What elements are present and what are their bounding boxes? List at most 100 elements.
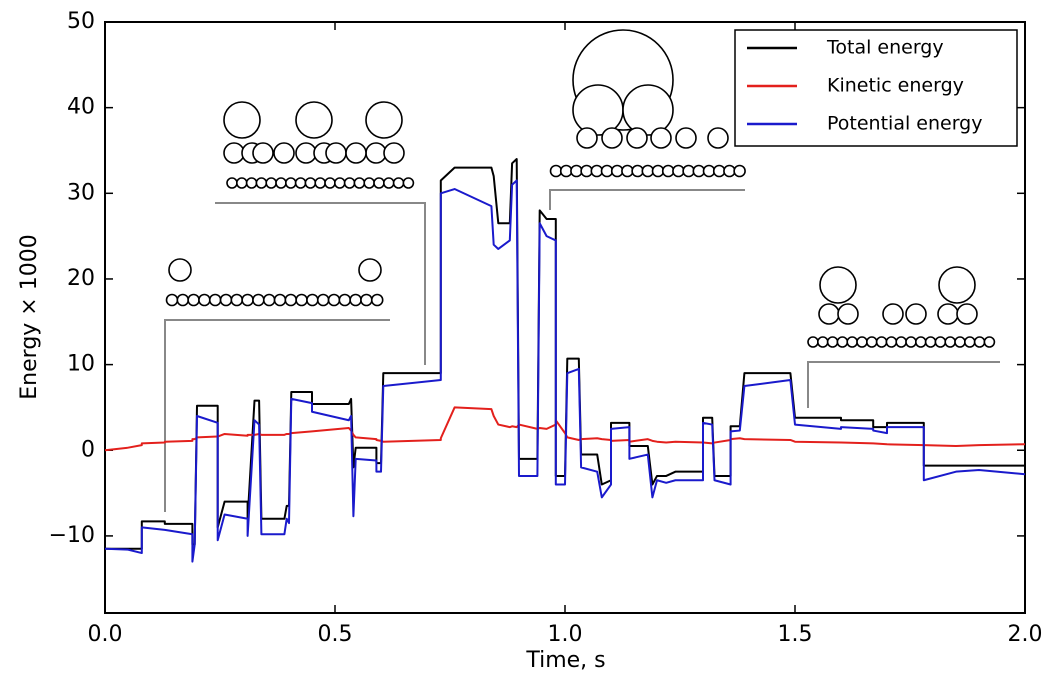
particle <box>816 336 829 348</box>
y-tick-label: 20 <box>67 266 95 291</box>
particle <box>230 293 244 307</box>
particle <box>905 336 917 348</box>
particle <box>324 177 336 189</box>
annotation-line <box>164 319 390 512</box>
particle <box>176 293 190 307</box>
annotation-lines <box>164 189 1000 512</box>
particle <box>284 177 297 189</box>
particle <box>219 293 233 307</box>
x-tick-label: 2.0 <box>1008 622 1043 647</box>
particle <box>651 164 665 178</box>
particle <box>572 84 624 136</box>
particle <box>236 177 248 189</box>
y-tick-label: 40 <box>67 95 95 120</box>
particle <box>819 266 857 304</box>
particle <box>325 142 347 164</box>
particle <box>338 293 352 307</box>
particle <box>707 127 729 149</box>
particle <box>382 177 395 189</box>
particle <box>641 164 655 178</box>
particle <box>316 293 330 307</box>
particle <box>622 84 674 136</box>
legend-label: Kinetic energy <box>827 75 964 97</box>
particle <box>938 266 976 304</box>
particle <box>208 293 222 307</box>
y-axis-title: Energy × 1000 <box>17 234 42 399</box>
particle <box>402 177 415 189</box>
particle <box>895 336 908 348</box>
particle <box>934 336 947 348</box>
particle <box>304 177 317 189</box>
particle <box>223 142 245 164</box>
particle <box>826 336 839 348</box>
particle <box>856 336 868 348</box>
y-tick-label: 10 <box>67 352 95 377</box>
particle <box>370 293 384 307</box>
particle <box>360 293 373 307</box>
particle <box>570 164 583 178</box>
annotation-line <box>807 361 1000 408</box>
legend-label: Potential energy <box>827 113 982 135</box>
particle <box>343 177 356 189</box>
y-tick-label: 30 <box>67 180 95 205</box>
particle <box>168 258 192 282</box>
particle <box>275 177 287 189</box>
particle <box>273 293 287 307</box>
particle <box>252 293 265 307</box>
particle <box>672 164 685 178</box>
particle <box>373 177 385 189</box>
particle <box>846 336 859 348</box>
particle <box>885 336 898 348</box>
particle <box>353 177 366 189</box>
particle <box>956 303 978 325</box>
particle <box>262 293 276 307</box>
particle <box>576 127 598 149</box>
particle <box>241 293 254 307</box>
particle <box>610 164 624 178</box>
particle <box>284 293 298 307</box>
particle <box>601 127 623 149</box>
particle <box>590 164 604 178</box>
y-tick-label: −10 <box>49 523 95 548</box>
particle <box>327 293 341 307</box>
y-tick-label: 50 <box>67 9 95 34</box>
particle <box>294 177 307 189</box>
particle <box>865 336 878 348</box>
particle <box>255 177 268 189</box>
particle <box>198 293 211 307</box>
particle <box>937 303 959 325</box>
particle <box>733 164 746 178</box>
particle <box>245 177 258 189</box>
x-tick-label: 0.5 <box>318 622 353 647</box>
legend-box <box>734 29 1018 147</box>
particle <box>265 177 278 189</box>
illustrations <box>165 29 996 348</box>
y-tick-label: 0 <box>81 437 95 462</box>
legend-label: Total energy <box>826 37 944 59</box>
particle <box>345 142 367 164</box>
particle <box>252 142 274 164</box>
particle <box>702 164 716 178</box>
x-tick-label: 0.0 <box>88 622 123 647</box>
series-line <box>104 406 1026 452</box>
particle <box>392 177 405 189</box>
particle <box>358 258 382 282</box>
particle <box>682 164 695 178</box>
particle <box>600 164 614 178</box>
particle <box>295 101 333 139</box>
particle <box>675 127 697 149</box>
particle <box>295 142 317 164</box>
particle <box>165 293 179 307</box>
particle <box>365 101 403 139</box>
particle <box>273 142 295 164</box>
particle <box>692 164 706 178</box>
particle <box>914 336 927 348</box>
particle <box>580 164 593 178</box>
particle <box>954 336 966 348</box>
particle <box>963 336 976 348</box>
x-tick-label: 1.5 <box>778 622 813 647</box>
particle <box>626 127 648 149</box>
particle <box>187 293 200 307</box>
